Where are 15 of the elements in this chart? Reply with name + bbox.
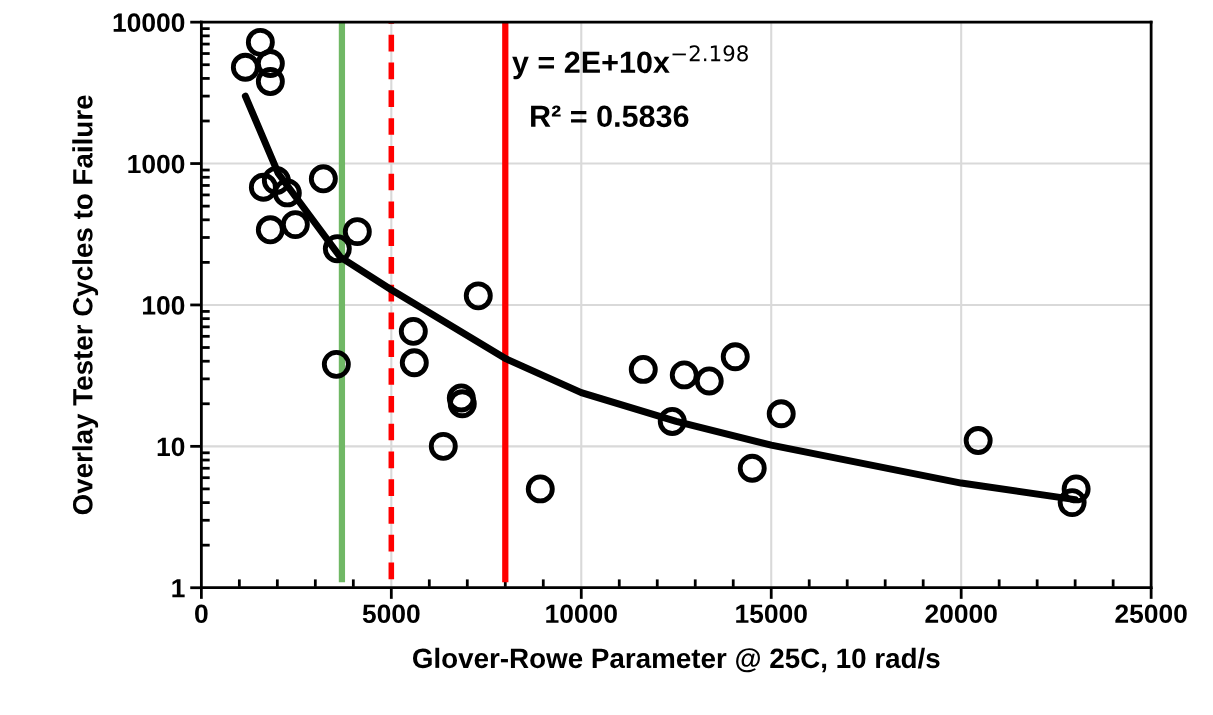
- y-axis-title: Overlay Tester Cycles to Failure: [72, 95, 99, 515]
- x-axis-title: Glover-Rowe Parameter @ 25C, 10 rad/s: [412, 647, 940, 673]
- x-tick-label: 15000: [736, 604, 807, 624]
- x-tick-label: 25000: [1115, 604, 1187, 624]
- y-tick-label: 10: [157, 437, 185, 457]
- x-tick-label: 5000: [362, 604, 420, 624]
- annotation: R² = 0.5836: [531, 105, 689, 128]
- annotation: y = 2E+10x$^{−2.198}$: [512, 45, 748, 80]
- x-tick-label: 10000: [546, 604, 617, 624]
- x-tick-label: 0: [195, 604, 208, 624]
- y-tick-label: 1000: [128, 154, 185, 174]
- y-tick-label: 10000: [113, 13, 185, 32]
- y-tick-label: 1: [172, 579, 185, 598]
- x-tick-label: 20000: [925, 604, 997, 624]
- y-tick-label: 100: [143, 296, 185, 315]
